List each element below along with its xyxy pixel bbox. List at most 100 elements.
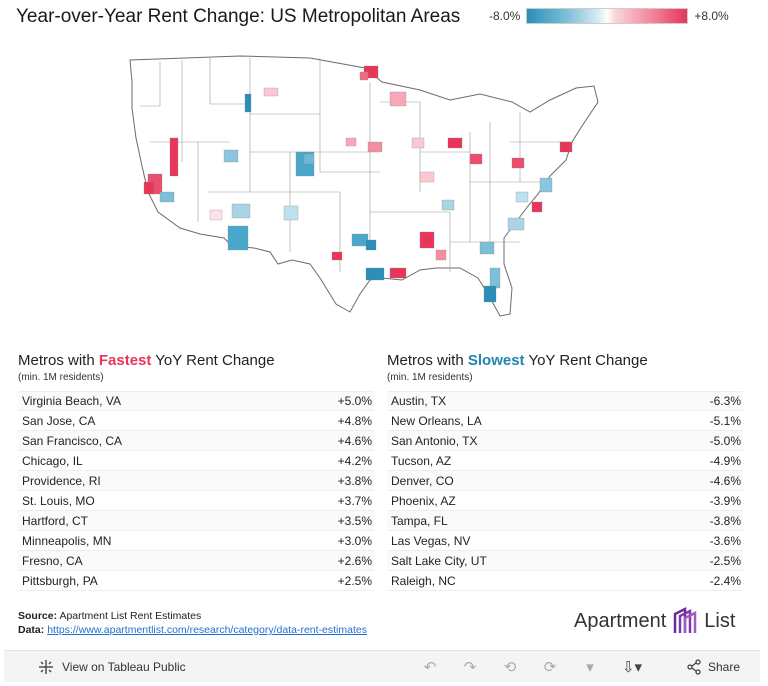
page-title: Year-over-Year Rent Change: US Metropoli… xyxy=(16,6,461,27)
rent-change-value: -4.9% xyxy=(709,453,741,468)
data-link[interactable]: https://www.apartmentlist.com/research/c… xyxy=(47,624,367,636)
table-row: Phoenix, AZ -3.9% xyxy=(387,491,743,511)
fastest-heading-pre: Metros with xyxy=(18,352,99,369)
view-on-tableau-label: View on Tableau Public xyxy=(62,659,186,674)
fastest-heading-post: YoY Rent Change xyxy=(151,352,275,369)
share-icon xyxy=(687,658,701,675)
rent-change-value: +2.5% xyxy=(337,573,372,588)
table-row: Chicago, IL +4.2% xyxy=(18,451,374,471)
table-row: Raleigh, NC -2.4% xyxy=(387,571,743,591)
metro-name: Virginia Beach, VA xyxy=(22,394,121,408)
slowest-highlight: Slowest xyxy=(467,352,525,369)
slowest-list: Austin, TX -6.3% New Orleans, LA -5.1% San A… xyxy=(387,391,743,591)
table-row: Salt Lake City, UT -2.5% xyxy=(387,551,743,571)
fastest-highlight: Fastest xyxy=(98,352,152,369)
us-outline xyxy=(129,55,599,317)
slowest-heading: Metros with Slowest YoY Rent Change xyxy=(387,352,743,369)
table-row: St. Louis, MO +3.7% xyxy=(18,491,374,511)
revert-icon[interactable]: ⟲ xyxy=(503,658,517,676)
pause-dropdown-icon[interactable]: ▾ xyxy=(586,658,594,676)
share-label: Share xyxy=(708,659,741,674)
table-row: Austin, TX -6.3% xyxy=(387,391,743,411)
source-text: Apartment List Rent Estimates xyxy=(59,610,202,622)
metro-name: Denver, CO xyxy=(391,473,454,488)
metro-name: Providence, RI xyxy=(22,473,101,488)
rent-change-value: +2.6% xyxy=(337,553,372,568)
redo-icon[interactable]: ↷ xyxy=(463,658,477,676)
metro-areas xyxy=(143,65,573,303)
slowest-heading-pre: Metros with xyxy=(387,352,468,369)
download-icon[interactable]: ⇩▾ xyxy=(621,658,643,676)
apartment-list-logo[interactable]: Apartment List xyxy=(574,606,735,636)
legend-min-label: -8.0% xyxy=(489,9,521,23)
rent-change-value: +4.2% xyxy=(337,453,372,468)
slowest-panel: Metros with Slowest YoY Rent Change (min… xyxy=(387,352,743,591)
metro-name: Pittsburgh, PA xyxy=(22,573,98,588)
table-row: Providence, RI +3.8% xyxy=(18,471,374,491)
brand-mark-icon xyxy=(674,606,697,633)
fastest-subtitle: (min. 1M residents) xyxy=(18,372,104,383)
table-row: Tampa, FL -3.8% xyxy=(387,511,743,531)
metro-name: Salt Lake City, UT xyxy=(391,553,487,568)
metro-name: New Orleans, LA xyxy=(391,413,482,428)
fastest-list: Virginia Beach, VA +5.0% San Jose, CA +4.8%… xyxy=(18,391,374,591)
metro-name: Minneapolis, MN xyxy=(22,533,112,548)
slowest-subtitle: (min. 1M residents) xyxy=(387,372,473,383)
view-on-tableau-button[interactable]: View on Tableau Public xyxy=(38,659,186,675)
rent-change-value: -3.6% xyxy=(709,533,741,548)
source-note: Source: Apartment List Rent Estimates Da… xyxy=(18,609,367,637)
rent-change-value: -6.3% xyxy=(709,394,741,408)
table-row: Pittsburgh, PA +2.5% xyxy=(18,571,374,591)
us-metro-map[interactable] xyxy=(120,42,640,332)
metro-name: San Jose, CA xyxy=(22,413,96,428)
rent-change-value: -5.0% xyxy=(709,433,741,448)
source-label: Source: xyxy=(18,610,58,622)
refresh-icon[interactable]: ⟳ xyxy=(543,658,557,676)
color-legend: -8.0% +8.0% xyxy=(489,8,729,24)
metro-name: San Francisco, CA xyxy=(22,433,123,448)
table-row: Minneapolis, MN +3.0% xyxy=(18,531,374,551)
table-row: Hartford, CT +3.5% xyxy=(18,511,374,531)
rent-change-value: +3.7% xyxy=(337,493,372,508)
table-row: New Orleans, LA -5.1% xyxy=(387,411,743,431)
slowest-heading-post: YoY Rent Change xyxy=(524,352,648,369)
table-row: San Jose, CA +4.8% xyxy=(18,411,374,431)
table-row: Las Vegas, NV -3.6% xyxy=(387,531,743,551)
metro-name: Chicago, IL xyxy=(22,453,83,468)
brand-right-text: List xyxy=(704,609,736,632)
rent-change-value: -3.9% xyxy=(709,493,741,508)
table-row: Fresno, CA +2.6% xyxy=(18,551,374,571)
rent-change-value: +3.5% xyxy=(337,513,372,528)
rent-change-value: -2.5% xyxy=(709,553,741,568)
metro-name: Tampa, FL xyxy=(391,513,448,528)
metro-name: Las Vegas, NV xyxy=(391,533,471,548)
tableau-logo-icon xyxy=(39,659,53,674)
metro-name: Tucson, AZ xyxy=(391,453,452,468)
rent-change-value: -4.6% xyxy=(709,473,741,488)
metro-name: Phoenix, AZ xyxy=(391,493,456,508)
metro-name: Austin, TX xyxy=(391,394,447,408)
metro-name: San Antonio, TX xyxy=(391,433,478,448)
metro-name: Raleigh, NC xyxy=(391,573,456,588)
metro-name: Fresno, CA xyxy=(22,553,83,568)
table-row: San Antonio, TX -5.0% xyxy=(387,431,743,451)
metro-name: Hartford, CT xyxy=(22,513,89,528)
brand-left-text: Apartment xyxy=(574,609,667,632)
metro-name: St. Louis, MO xyxy=(22,493,95,508)
rent-change-value: -3.8% xyxy=(709,513,741,528)
rent-change-value: -2.4% xyxy=(709,573,741,588)
rent-change-value: -5.1% xyxy=(709,413,741,428)
rent-change-value: +4.6% xyxy=(337,433,372,448)
rent-change-value: +3.0% xyxy=(337,533,372,548)
undo-icon[interactable]: ↶ xyxy=(423,658,437,676)
tableau-toolbar: View on Tableau Public ↶ ↷ ⟲ ⟳ ▾ ⇩▾ Shar… xyxy=(4,650,760,682)
rent-change-value: +5.0% xyxy=(337,394,372,408)
rent-change-value: +4.8% xyxy=(337,413,372,428)
legend-gradient-bar xyxy=(526,8,689,24)
data-label: Data: xyxy=(18,624,45,636)
table-row: San Francisco, CA +4.6% xyxy=(18,431,374,451)
legend-max-label: +8.0% xyxy=(694,9,729,23)
share-button[interactable]: Share xyxy=(686,658,741,675)
rent-change-value: +3.8% xyxy=(337,473,372,488)
table-row: Denver, CO -4.6% xyxy=(387,471,743,491)
